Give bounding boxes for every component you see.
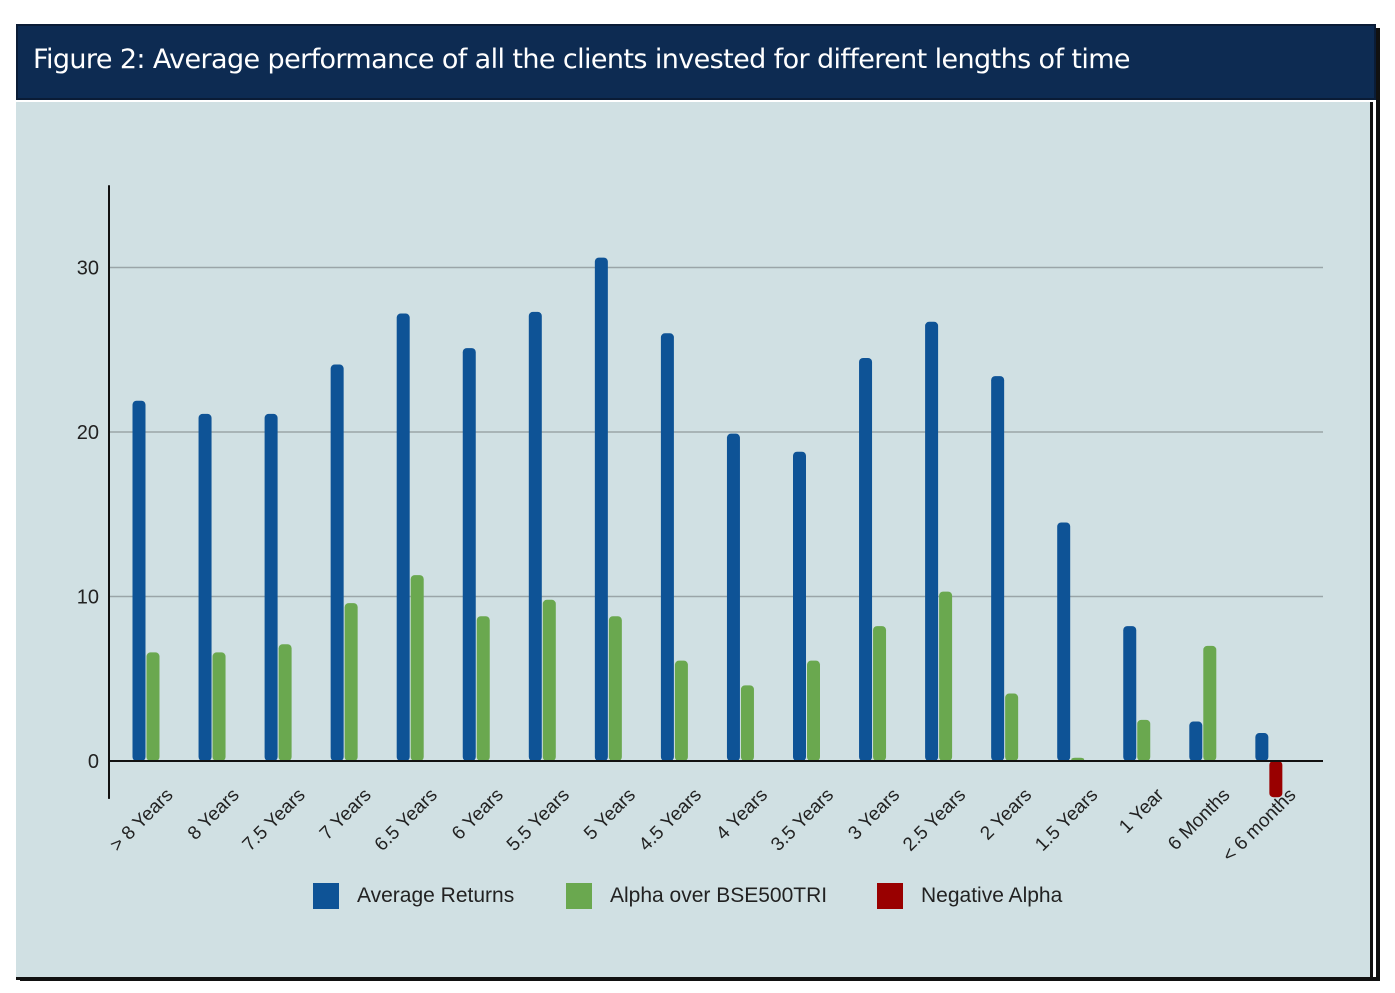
bar-avg-returns-0	[132, 400, 146, 761]
bar-alpha-12	[939, 591, 953, 761]
bar-avg-returns-11	[859, 357, 873, 761]
x-tick-label-4: 6.5 Years	[371, 785, 442, 856]
legend-item-alpha: Alpha over BSE500TRI	[566, 878, 827, 914]
y-tick-label-0: 0	[88, 751, 99, 773]
plot-panel: 0 10 20 30 > 8 Years 8 Years 7.5 Years 7 Years 6…	[16, 102, 1373, 980]
figure-title: Figure 2: Average performance of all the…	[33, 44, 1131, 75]
y-tick-label-10: 10	[77, 587, 99, 609]
x-tick-label-3: 7 Years	[316, 785, 376, 845]
x-tick-label-8: 4.5 Years	[635, 785, 706, 856]
bar-alpha-4	[410, 575, 424, 761]
chart-legend: Average Returns Alpha over BSE500TRI Neg…	[0, 878, 1395, 914]
bar-alpha-3	[344, 603, 358, 761]
y-tick-label-30: 30	[77, 258, 99, 280]
legend-swatch-negative-alpha	[877, 883, 903, 909]
bar-alpha-9	[740, 685, 754, 761]
bar-avg-returns-6	[528, 311, 542, 761]
x-tick-label-2: 7.5 Years	[239, 785, 310, 856]
bar-negative-alpha-17	[1269, 761, 1283, 798]
bar-alpha-15	[1137, 719, 1151, 761]
bar-avg-returns-17	[1255, 733, 1269, 761]
bar-avg-returns-4	[396, 313, 410, 761]
bar-avg-returns-13	[991, 376, 1005, 761]
x-tick-label-12: 2.5 Years	[899, 785, 970, 856]
bar-alpha-0	[146, 652, 160, 761]
bar-avg-returns-8	[660, 333, 674, 761]
bar-avg-returns-9	[726, 433, 740, 761]
figure-title-bar: Figure 2: Average performance of all the…	[16, 24, 1376, 100]
bar-avg-returns-16	[1189, 721, 1203, 761]
bar-avg-returns-12	[925, 321, 939, 761]
legend-item-negative-alpha: Negative Alpha	[877, 878, 1062, 914]
bar-avg-returns-2	[264, 413, 278, 761]
x-tick-label-5: 6 Years	[448, 785, 508, 845]
bar-avg-returns-5	[462, 348, 476, 761]
x-tick-label-16: 6 Months	[1164, 785, 1234, 855]
x-tick-label-11: 3 Years	[844, 785, 904, 845]
legend-item-average-returns: Average Returns	[313, 878, 514, 914]
bar-avg-returns-7	[594, 257, 608, 761]
x-tick-label-9: 4 Years	[712, 785, 772, 845]
x-tick-label-6: 5.5 Years	[503, 785, 574, 856]
bar-alpha-1	[212, 652, 226, 761]
bar-avg-returns-15	[1123, 626, 1137, 761]
bar-alpha-10	[807, 660, 820, 761]
bar-alpha-2	[278, 644, 292, 761]
figure-frame: Figure 2: Average performance of all the…	[16, 24, 1376, 980]
legend-label-alpha: Alpha over BSE500TRI	[610, 884, 828, 907]
bar-alpha-16	[1203, 645, 1217, 761]
legend-label-average-returns: Average Returns	[357, 884, 515, 907]
x-tick-label-15: 1 Year	[1115, 784, 1168, 837]
x-tick-label-14: 1.5 Years	[1031, 785, 1102, 856]
legend-swatch-average-returns	[313, 883, 339, 909]
bar-alpha-6	[542, 599, 556, 761]
legend-label-negative-alpha: Negative Alpha	[921, 884, 1063, 907]
bar-alpha-11	[873, 626, 887, 761]
y-tick-label-20: 20	[77, 422, 99, 444]
bar-avg-returns-3	[330, 364, 344, 761]
legend-swatch-alpha	[566, 883, 592, 909]
bar-alpha-5	[476, 616, 490, 761]
x-tick-label-10: 3.5 Years	[767, 785, 838, 856]
bar-avg-returns-10	[793, 451, 806, 761]
x-tick-label-0: > 8 Years	[106, 785, 177, 856]
x-tick-label-1: 8 Years	[184, 785, 244, 845]
bar-avg-returns-14	[1057, 522, 1071, 761]
bar-avg-returns-1	[198, 413, 212, 761]
x-tick-label-7: 5 Years	[580, 785, 640, 845]
bar-alpha-13	[1005, 693, 1019, 761]
x-tick-label-13: 2 Years	[977, 785, 1037, 845]
bar-alpha-7	[608, 616, 622, 761]
bar-alpha-8	[674, 660, 688, 761]
